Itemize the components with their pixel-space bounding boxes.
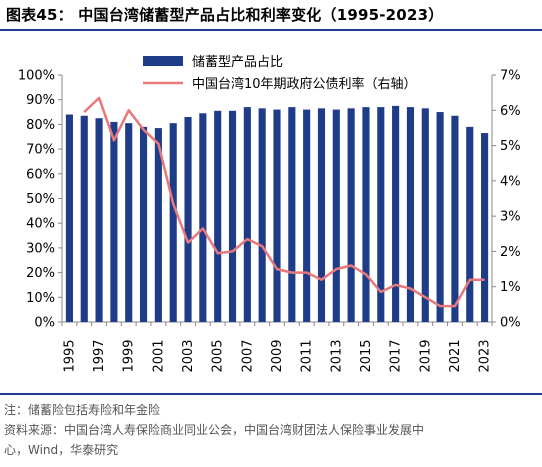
- x-tick-label: 2005: [211, 339, 226, 372]
- bar: [184, 116, 192, 323]
- y-left-tick-label: 10%: [26, 291, 55, 306]
- bar: [80, 115, 88, 322]
- x-tick-label: 2021: [448, 339, 463, 372]
- legend-bar-swatch: [143, 56, 183, 66]
- bar: [347, 108, 355, 322]
- y-left-tick-label: 70%: [26, 143, 55, 158]
- bar: [436, 112, 444, 322]
- legend-line-label: 中国台湾10年期政府公债利率（右轴）: [192, 76, 417, 92]
- line-series: [83, 96, 485, 308]
- bar: [199, 113, 207, 322]
- x-tick-label: 2009: [270, 339, 285, 372]
- footnote-note: 注：储蓄险包括寿险和年金险: [4, 403, 161, 417]
- bar: [466, 126, 474, 323]
- rate-line: [83, 96, 485, 308]
- x-tick-label: 2019: [418, 339, 433, 372]
- y-right-tick-label: 2%: [500, 245, 521, 260]
- bar: [214, 110, 222, 322]
- footnote-source-2: 心，Wind，华泰研究: [4, 443, 119, 457]
- y-right-tick-label: 5%: [500, 139, 521, 154]
- title-rule: [0, 29, 542, 31]
- bar: [169, 123, 177, 322]
- bar: [317, 108, 326, 322]
- legend-bar-label: 储蓄型产品占比: [192, 55, 283, 70]
- bar: [406, 107, 415, 322]
- x-tick-label: 2011: [300, 339, 315, 372]
- bar: [332, 109, 340, 322]
- y-left-tick-label: 40%: [26, 217, 55, 232]
- x-tick-label: 2003: [181, 339, 196, 372]
- y-left-tick-label: 60%: [26, 167, 55, 182]
- bar: [65, 114, 73, 323]
- bar: [288, 107, 296, 322]
- chart-legend: 储蓄型产品占比 中国台湾10年期政府公债利率（右轴）: [143, 55, 417, 92]
- x-tick-label: 1997: [92, 339, 107, 372]
- bar: [258, 108, 266, 322]
- y-right-tick-label: 7%: [500, 69, 521, 84]
- combo-chart: 0% 10% 20% 30% 40% 50% 60% 70% 80% 90% 100% 0% 1% 2% 3…: [18, 55, 521, 373]
- y-left-tick-label: 80%: [26, 118, 55, 133]
- bar: [362, 107, 370, 322]
- bar: [377, 107, 385, 322]
- footer-rule: [0, 393, 542, 395]
- footnotes: 注：储蓄险包括寿险和年金险 资料来源：中国台湾人寿保险商业同业公会，中国台湾财团…: [4, 400, 540, 460]
- x-tick-label: 2015: [359, 339, 374, 372]
- x-tick-label: 1999: [122, 339, 137, 372]
- bar: [125, 123, 133, 322]
- bar: [451, 115, 459, 322]
- bar: [273, 109, 281, 322]
- y-left-tick-label: 50%: [26, 192, 55, 207]
- bar: [139, 126, 148, 323]
- x-tick-label: 2001: [151, 339, 166, 372]
- bar: [303, 109, 311, 322]
- y-left-tick-label: 90%: [26, 93, 55, 108]
- chart-title: 图表45： 中国台湾储蓄型产品占比和利率变化（1995-2023）: [6, 6, 444, 24]
- bar: [228, 110, 237, 322]
- x-tick-label: 2007: [240, 339, 255, 372]
- y-right-tick-label: 6%: [500, 104, 521, 119]
- chart-axes: 0% 10% 20% 30% 40% 50% 60% 70% 80% 90% 100% 0% 1% 2% 3…: [18, 69, 521, 373]
- bar: [481, 133, 489, 322]
- bar-series: [65, 105, 489, 323]
- bar: [243, 107, 251, 322]
- bar: [110, 121, 118, 323]
- bar: [392, 105, 400, 322]
- x-tick-label: 2023: [478, 339, 493, 372]
- y-left-tick-label: 0%: [34, 316, 55, 331]
- y-right-tick-label: 3%: [500, 210, 521, 225]
- x-tick-label: 2013: [329, 339, 344, 372]
- x-tick-label: 1995: [62, 339, 77, 372]
- y-left-tick-label: 20%: [26, 266, 55, 281]
- bar: [421, 108, 429, 322]
- y-right-tick-label: 0%: [500, 316, 521, 331]
- bar: [95, 118, 103, 322]
- y-right-tick-label: 1%: [500, 280, 521, 295]
- y-left-tick-label: 100%: [18, 69, 55, 84]
- y-right-tick-label: 4%: [500, 174, 521, 189]
- bar: [154, 128, 162, 322]
- footnote-source-1: 资料来源：中国台湾人寿保险商业同业公会，中国台湾财团法人保险事业发展中: [4, 423, 425, 437]
- y-left-tick-label: 30%: [26, 241, 55, 256]
- x-tick-label: 2017: [389, 339, 404, 372]
